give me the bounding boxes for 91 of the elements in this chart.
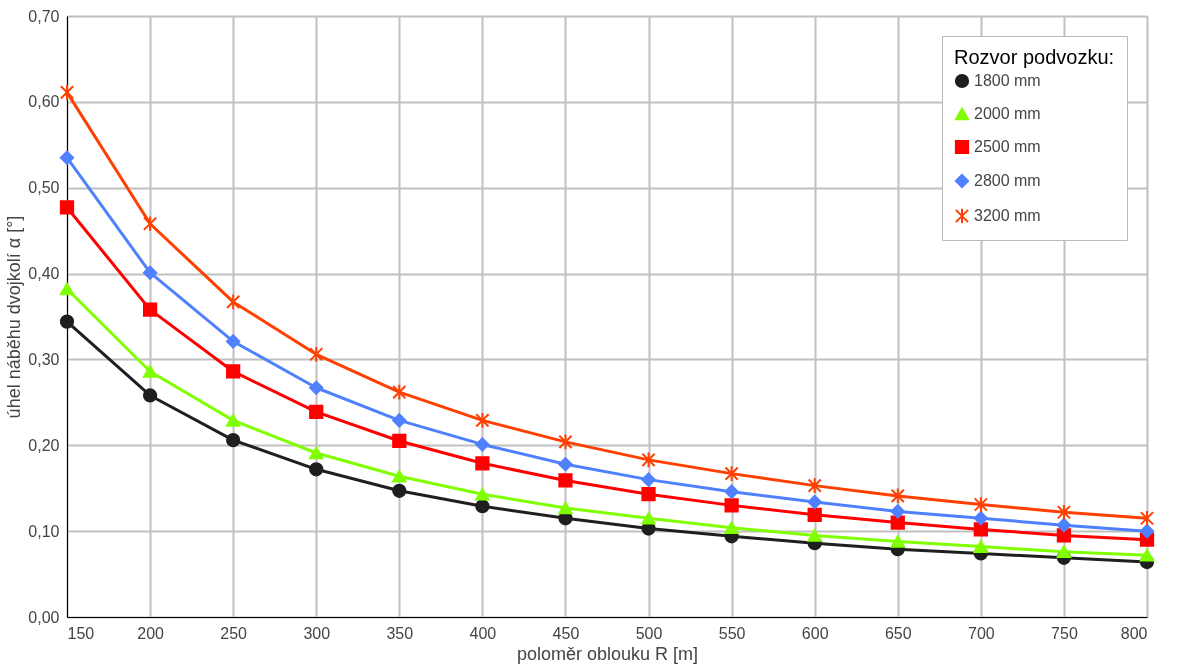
point [475,412,490,429]
point [226,334,241,349]
point [641,472,656,487]
x-tick-label: 600 [801,624,829,642]
legend-label: 2800 mm [974,172,1041,189]
point [724,498,739,513]
y-tick-label: 0,40 [28,265,60,283]
point [724,484,739,499]
x-tick-label: 550 [718,624,746,642]
x-tick-label: 500 [635,624,663,642]
x-tick-label: 400 [469,624,497,642]
point [226,414,241,427]
point [142,302,158,317]
point [142,388,158,403]
point [392,433,407,449]
point [392,469,407,483]
point [641,451,656,469]
legend-label: 2500 mm [974,138,1041,155]
x-tick-label: 800 [1120,624,1148,642]
point [309,462,324,477]
point [392,483,407,498]
x-axis-title: poloměr oblouku R [m] [516,643,699,664]
point [226,293,241,311]
point [59,314,75,329]
x-tick-label: 750 [1051,624,1078,642]
x-tick-label: 700 [967,624,995,642]
point [558,473,573,488]
point [973,522,988,537]
point [309,345,324,363]
point [890,515,905,530]
point [558,501,573,515]
point [475,487,490,501]
x-tick-label: 150 [67,624,95,642]
point [890,535,905,548]
legend-label: 1800 mm [974,72,1041,89]
x-tick-label: 300 [303,624,331,642]
point [142,365,158,378]
point [973,511,988,526]
x-tick-label: 200 [137,624,165,642]
legend-title: Rozvor podvozku: [954,46,1115,68]
point [309,446,324,460]
point [1056,518,1072,533]
y-axis-title: úhel náběhu dvojkolí α [°] [4,215,25,419]
point [59,282,75,296]
point [724,465,739,482]
point [226,364,241,379]
point [475,437,490,452]
point [973,540,988,553]
point [59,84,75,101]
point [807,494,822,510]
point [59,150,75,165]
point [226,433,241,448]
legend-label: 3200 mm [974,207,1041,224]
point [641,511,656,525]
x-tick-label: 450 [552,624,580,642]
point [641,487,656,502]
point [890,487,905,505]
point [1139,509,1155,527]
point [475,499,490,514]
y-tick-label: 0,70 [28,7,60,25]
x-tick-label: 250 [220,624,248,642]
point [142,215,158,233]
point [475,456,490,471]
point [1139,548,1155,562]
point [724,521,739,535]
point [890,504,905,519]
point [1056,528,1072,543]
point [1056,503,1072,521]
point [142,265,158,280]
y-tick-label: 0,50 [28,179,60,197]
point [558,433,573,451]
y-tick-label: 0,30 [28,350,60,368]
point [1139,524,1155,539]
x-tick-label: 350 [386,624,414,642]
point [59,200,75,215]
point [309,380,324,395]
legend-label: 2000 mm [974,105,1041,122]
point [392,413,407,428]
point [807,477,822,494]
x-tick-label: 650 [884,624,912,642]
point [558,457,573,472]
point [309,404,324,419]
point [807,507,822,522]
y-tick-label: 0,10 [28,522,60,540]
point [973,496,988,513]
point [1056,545,1072,559]
y-tick-label: 0,60 [28,93,60,111]
y-tick-label: 0,00 [28,608,60,626]
point [807,529,822,542]
y-tick-label: 0,20 [28,436,60,454]
point [392,383,407,401]
